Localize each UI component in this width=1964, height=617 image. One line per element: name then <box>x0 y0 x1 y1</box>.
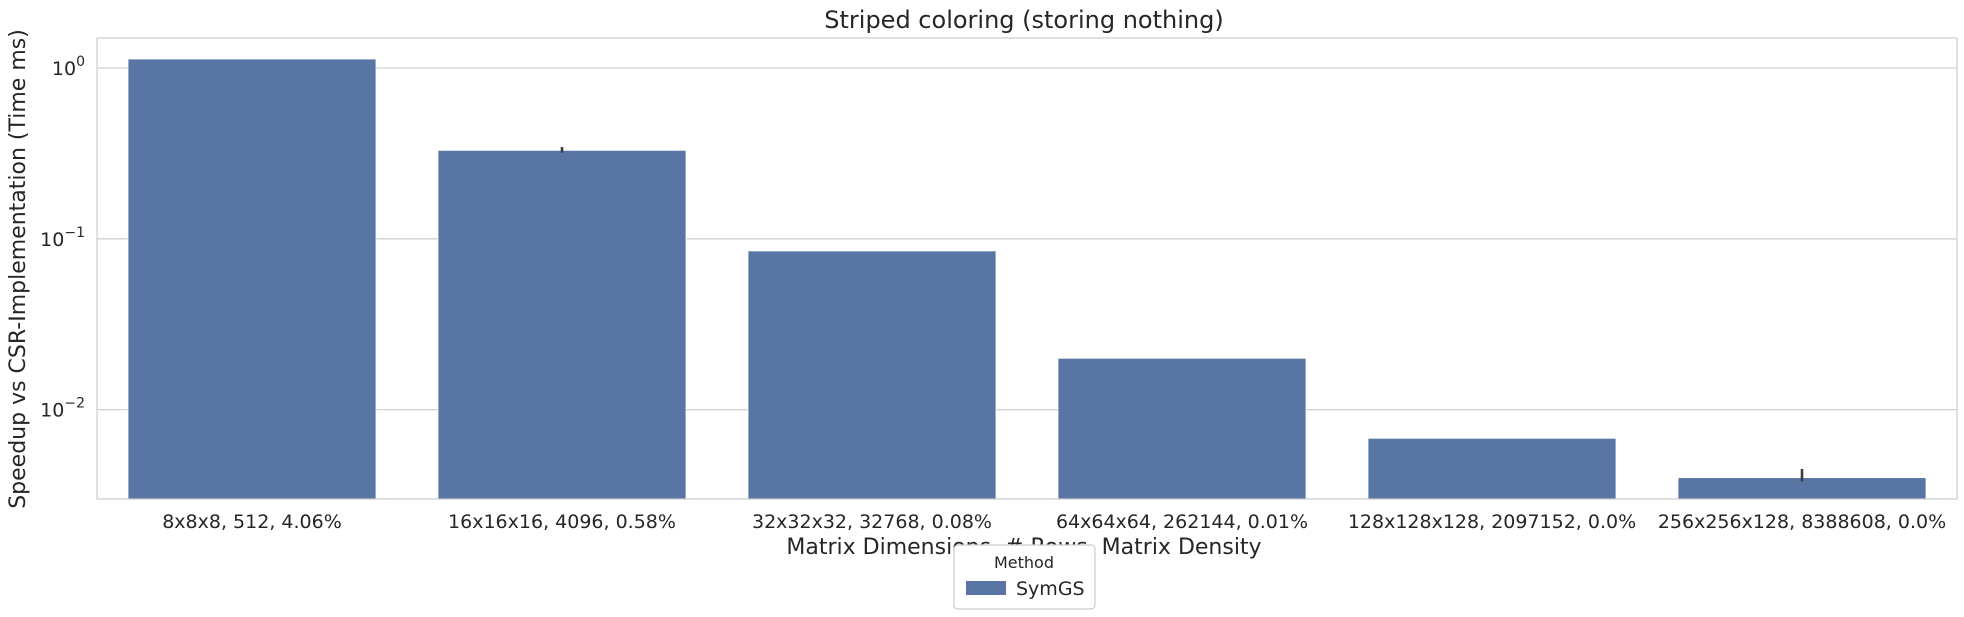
y-tick-labels: 10−2 10−1 100 <box>40 54 85 422</box>
error-bars <box>560 147 1804 482</box>
y-tick-label: 10−2 <box>40 396 85 422</box>
legend: Method SymGS <box>953 544 1096 610</box>
bar-4 <box>1367 437 1617 500</box>
chart-title: Striped coloring (storing nothing) <box>824 6 1223 34</box>
x-tick-label: 256x256x128, 8388608, 0.0% <box>1658 511 1946 533</box>
bar-1 <box>437 149 687 500</box>
bar-0 <box>127 58 377 500</box>
grid-lines <box>97 67 1957 411</box>
y-tick-label: 10−1 <box>40 225 85 251</box>
bar-3 <box>1057 357 1307 500</box>
bar-2 <box>747 250 997 500</box>
y-tick-label: 100 <box>52 54 85 80</box>
x-tick-label: 8x8x8, 512, 4.06% <box>162 511 342 533</box>
x-tick-labels: 8x8x8, 512, 4.06% 16x16x16, 4096, 0.58% 32… <box>162 511 1946 533</box>
legend-swatch-symgs <box>966 581 1006 595</box>
x-tick-label: 32x32x32, 32768, 0.08% <box>752 511 992 533</box>
legend-title: Method <box>994 553 1054 572</box>
x-tick-label: 16x16x16, 4096, 0.58% <box>448 511 676 533</box>
legend-label-symgs: SymGS <box>1016 578 1085 600</box>
plot-frame <box>96 37 1958 500</box>
x-tick-label: 64x64x64, 262144, 0.01% <box>1056 511 1308 533</box>
bars <box>127 58 1927 500</box>
y-axis-label: Speedup vs CSR-Implementation (Time ms) <box>6 29 31 509</box>
x-tick-label: 128x128x128, 2097152, 0.0% <box>1348 511 1636 533</box>
